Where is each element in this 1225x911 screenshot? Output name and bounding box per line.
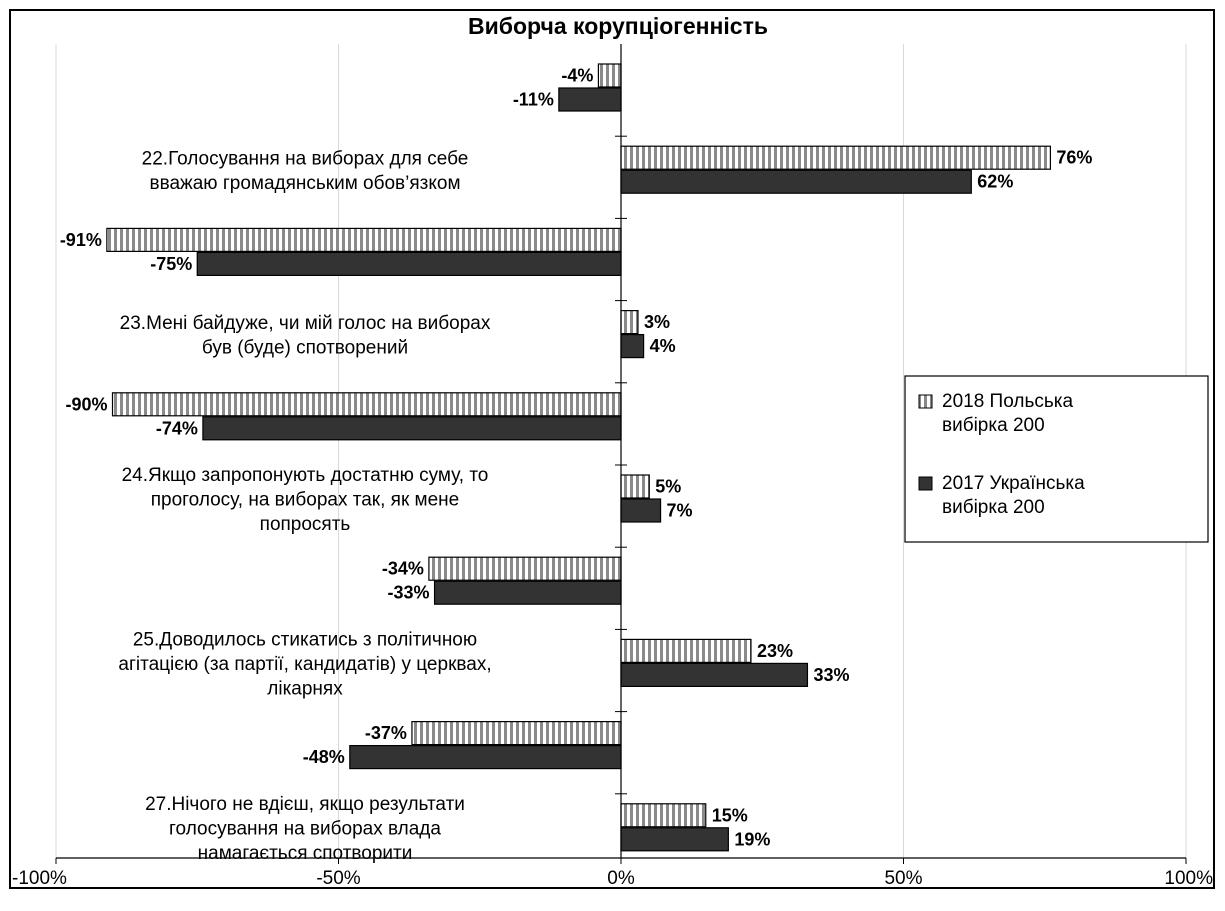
- value-label: 4%: [650, 336, 676, 356]
- x-tick-label: -50%: [316, 868, 360, 889]
- bar-series-2: [620, 498, 662, 523]
- value-label: -48%: [303, 747, 345, 767]
- category-label: 22.Голосування на виборах для себе вважаю…: [142, 148, 469, 194]
- category-label-line: 23.Мені байдуже, чи мій голос на виборах: [120, 313, 491, 334]
- category-label: 27.Нічого не вдієш, якщо результати голос…: [145, 794, 465, 864]
- legend-label-line: вибірка 200: [942, 497, 1045, 518]
- bar-series-2: [620, 334, 645, 359]
- category-label-line: голосування на виборах влада: [169, 818, 441, 839]
- x-tick-label: -100%: [12, 868, 67, 889]
- bar-series-1: [111, 392, 622, 417]
- category-label-line: 27.Нічого не вдієш, якщо результати: [145, 794, 465, 815]
- value-label: 76%: [1056, 148, 1092, 168]
- value-label: 7%: [667, 501, 693, 521]
- category-label-line: агітацією (за партії, кандидатів) у церк…: [118, 654, 491, 675]
- category-label: 24.Якщо запропонують достатню суму, то пр…: [122, 465, 489, 535]
- category-label-line: 25.Доводилось стикатись з політичною: [133, 629, 477, 650]
- bar-series-2: [620, 169, 972, 194]
- category-labels: 22.Голосування на виборах для себе вважаю…: [118, 148, 491, 863]
- value-label: -75%: [150, 254, 192, 274]
- x-axis: -100% -50% 0% 50% 100%: [12, 44, 1213, 889]
- bar-series-2: [433, 580, 622, 605]
- legend-label-line: 2017 Українська: [942, 473, 1085, 494]
- bar-series-2: [202, 416, 622, 441]
- value-label: -91%: [60, 230, 102, 250]
- value-label: -74%: [156, 418, 198, 438]
- value-label: -34%: [382, 559, 424, 579]
- category-label-line: попросять: [260, 514, 351, 535]
- x-tick-label: 50%: [884, 868, 922, 889]
- bar-series-2: [196, 251, 622, 276]
- value-label: 19%: [734, 829, 770, 849]
- bar-series-1: [620, 803, 707, 828]
- chart-frame: [9, 9, 1215, 889]
- value-label: -4%: [561, 66, 593, 86]
- bar-series-2: [620, 827, 729, 852]
- value-label: 33%: [813, 665, 849, 685]
- chart-title: Виборча корупціогенність: [468, 13, 768, 39]
- category-label-line: намагається спотворити: [198, 843, 413, 864]
- value-label: 15%: [712, 805, 748, 825]
- bar-series-2: [349, 744, 622, 770]
- category-label-line: вважаю громадянським обов’язком: [149, 173, 460, 194]
- category-label-line: був (буде) спотворений: [202, 337, 408, 358]
- bar-series-2: [558, 87, 622, 112]
- legend-label-1: 2018 Польська вибірка 200: [942, 391, 1073, 436]
- bar-series-2: [620, 662, 809, 688]
- bar-series-1: [411, 720, 622, 746]
- value-labels: -4% -11% 76% 62% -91% -75% 3% 4% -90% -74% 5% 7% -34…: [60, 66, 1093, 850]
- value-label: 62%: [977, 172, 1013, 192]
- value-label: -11%: [513, 90, 554, 110]
- bar-series-1: [620, 474, 650, 499]
- value-label: -33%: [388, 583, 430, 603]
- bar-series-1: [106, 227, 622, 252]
- value-label: -90%: [65, 394, 107, 414]
- value-label: 3%: [644, 312, 670, 332]
- category-label-line: проголосу, на виборах так, як мене: [151, 490, 460, 511]
- value-label: 23%: [757, 641, 793, 661]
- legend: 2018 Польська вибірка 200 2017 Українська в…: [904, 375, 1209, 543]
- x-tick-label: 100%: [1164, 868, 1213, 889]
- legend-label-2: 2017 Українська вибірка 200: [942, 473, 1085, 518]
- x-tick-label: 0%: [607, 868, 635, 889]
- bar-series-1: [597, 63, 622, 88]
- category-label-line: 22.Голосування на виборах для себе: [142, 148, 469, 169]
- legend-swatch-2: [918, 476, 933, 491]
- legend-box: [904, 375, 1209, 543]
- value-label: 5%: [655, 477, 681, 497]
- bar-series-1: [620, 145, 1051, 170]
- bars: [106, 63, 1051, 852]
- category-label-line: 24.Якщо запропонують достатню суму, то: [122, 465, 489, 486]
- bar-series-1: [620, 638, 752, 664]
- value-label: -37%: [365, 723, 407, 743]
- legend-swatch-1: [918, 394, 933, 409]
- bar-series-1: [428, 556, 622, 581]
- bar-series-1: [620, 310, 639, 335]
- category-label: 23.Мені байдуже, чи мій голос на виборах…: [120, 313, 491, 359]
- legend-label-line: вибірка 200: [942, 415, 1045, 436]
- category-label-line: лікарнях: [267, 678, 343, 699]
- category-label: 25.Доводилось стикатись з політичною агіт…: [118, 629, 491, 699]
- legend-label-line: 2018 Польська: [942, 391, 1073, 412]
